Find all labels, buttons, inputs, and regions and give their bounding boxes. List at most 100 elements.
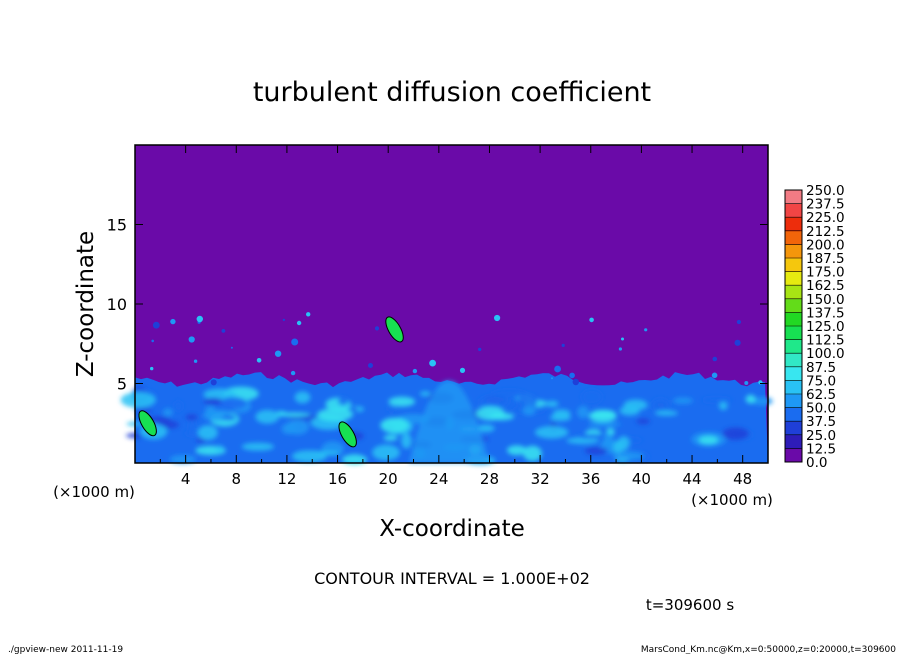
- x-tick-label: 32: [531, 470, 550, 488]
- x-axis-units-left: (×1000 m): [53, 483, 135, 501]
- turbulent-eddy: [294, 391, 311, 404]
- turbulent-eddy: [491, 389, 527, 398]
- turbulent-eddy: [591, 409, 616, 419]
- turbulent-eddy: [288, 415, 321, 421]
- colorbar-label: 62.5: [806, 387, 836, 403]
- turbulent-patch: [210, 379, 217, 386]
- turbulent-eddy: [612, 451, 644, 461]
- turbulent-patch: [572, 378, 579, 386]
- colorbar-segment: [785, 326, 802, 340]
- turbulent-eddy: [577, 405, 589, 419]
- turbulent-eddy: [341, 454, 368, 465]
- footer-left: ./gpview-new 2011-11-19: [8, 645, 123, 654]
- turbulent-patch: [459, 367, 466, 373]
- turbulent-patch: [151, 339, 154, 343]
- turbulent-eddy: [523, 445, 542, 462]
- turbulent-eddy: [255, 409, 279, 424]
- turbulent-eddy: [650, 398, 671, 413]
- turbulent-eddy: [587, 421, 622, 427]
- turbulent-patch: [150, 366, 154, 371]
- turbulent-eddy: [388, 396, 416, 407]
- colorbar-segment: [785, 366, 802, 381]
- colorbar-segment: [785, 203, 802, 218]
- colorbar-segment: [785, 230, 802, 245]
- colorbar-label: 237.5: [806, 197, 845, 213]
- turbulent-patch: [196, 315, 203, 323]
- turbulent-eddy: [478, 395, 510, 409]
- turbulent-eddy: [545, 400, 559, 408]
- colorbar-label: 25.0: [806, 428, 836, 444]
- colorbar-label: 112.5: [806, 333, 845, 349]
- turbulent-patch: [170, 318, 176, 325]
- turbulent-eddy: [581, 389, 603, 405]
- turbulent-eddy: [337, 396, 349, 406]
- x-tick-label: 40: [632, 470, 651, 488]
- colorbar-label: 250.0: [806, 183, 845, 199]
- turbulent-patch: [494, 314, 501, 322]
- turbulent-eddy: [603, 433, 613, 447]
- turbulent-eddy: [317, 408, 353, 422]
- turbulent-eddy: [383, 435, 398, 441]
- turbulent-patch: [744, 381, 749, 385]
- turbulent-eddy: [623, 399, 648, 411]
- turbulent-patch: [296, 320, 302, 326]
- turbulent-patch: [618, 347, 623, 351]
- turbulent-eddy: [241, 442, 275, 451]
- turbulent-patch: [306, 312, 311, 317]
- colorbar-segment: [785, 312, 802, 327]
- turbulent-eddy: [169, 454, 196, 464]
- turbulent-eddy: [722, 427, 750, 440]
- colorbar-label: 225.0: [806, 210, 845, 226]
- footer-right: MarsCond_Km.nc@Km,x=0:50000,z=0:20000,t=…: [641, 645, 896, 654]
- x-axis: 4 8 12 16 20 24 28 32 36 40 44 48: [159, 145, 752, 488]
- turbulent-eddy: [490, 412, 514, 421]
- plot-area: [120, 144, 773, 465]
- colorbar-segment: [785, 285, 802, 300]
- colorbar-label: 50.0: [806, 401, 836, 417]
- turbulent-texture: [120, 380, 773, 465]
- x-tick-label: 24: [429, 470, 448, 488]
- turbulent-patch: [734, 339, 741, 346]
- turbulent-eddy: [584, 447, 608, 455]
- time-label: t=309600 s: [646, 596, 734, 614]
- colorbar-segment: [785, 380, 802, 395]
- turbulent-patch: [193, 359, 198, 363]
- x-tick-label: 8: [232, 470, 242, 488]
- high-diffusion-filament: [385, 316, 404, 343]
- turbulent-patch: [736, 319, 742, 325]
- turbulent-patch: [290, 370, 296, 376]
- turbulent-eddy: [534, 426, 569, 439]
- turbulent-eddy: [507, 445, 527, 456]
- y-tick-label: 10: [107, 295, 127, 314]
- y-axis-label: Z-coordinate: [73, 231, 99, 377]
- turbulent-eddy: [386, 405, 396, 412]
- colorbar-segment: [785, 339, 802, 354]
- turbulent-eddy: [401, 433, 412, 449]
- colorbar-label: 87.5: [806, 360, 836, 376]
- colorbar-segment: [785, 217, 802, 232]
- turbulent-eddy: [203, 397, 223, 405]
- turbulent-patch: [368, 363, 373, 368]
- turbulent-eddy: [197, 425, 218, 441]
- turbulence-field: [120, 312, 773, 465]
- turbulent-eddy: [221, 414, 237, 421]
- colorbar-segment: [785, 190, 802, 204]
- colorbar-label: 212.5: [806, 224, 845, 240]
- turbulent-eddy: [576, 433, 609, 439]
- x-tick-label: 48: [733, 470, 752, 488]
- x-tick-label: 12: [277, 470, 296, 488]
- turbulent-eddy: [673, 397, 693, 405]
- turbulent-patch: [561, 343, 565, 347]
- colorbar-segment: [785, 448, 802, 463]
- colorbar-label: 187.5: [806, 251, 845, 267]
- turbulent-eddy: [655, 410, 678, 416]
- turbulent-patch: [621, 337, 624, 341]
- turbulent-patch: [221, 329, 226, 333]
- turbulent-eddy: [203, 388, 236, 401]
- colorbar-label: 200.0: [806, 237, 845, 253]
- x-tick-label: 28: [480, 470, 499, 488]
- turbulent-eddy: [701, 397, 732, 403]
- turbulent-eddy: [372, 444, 400, 461]
- turbulent-eddy: [698, 435, 719, 445]
